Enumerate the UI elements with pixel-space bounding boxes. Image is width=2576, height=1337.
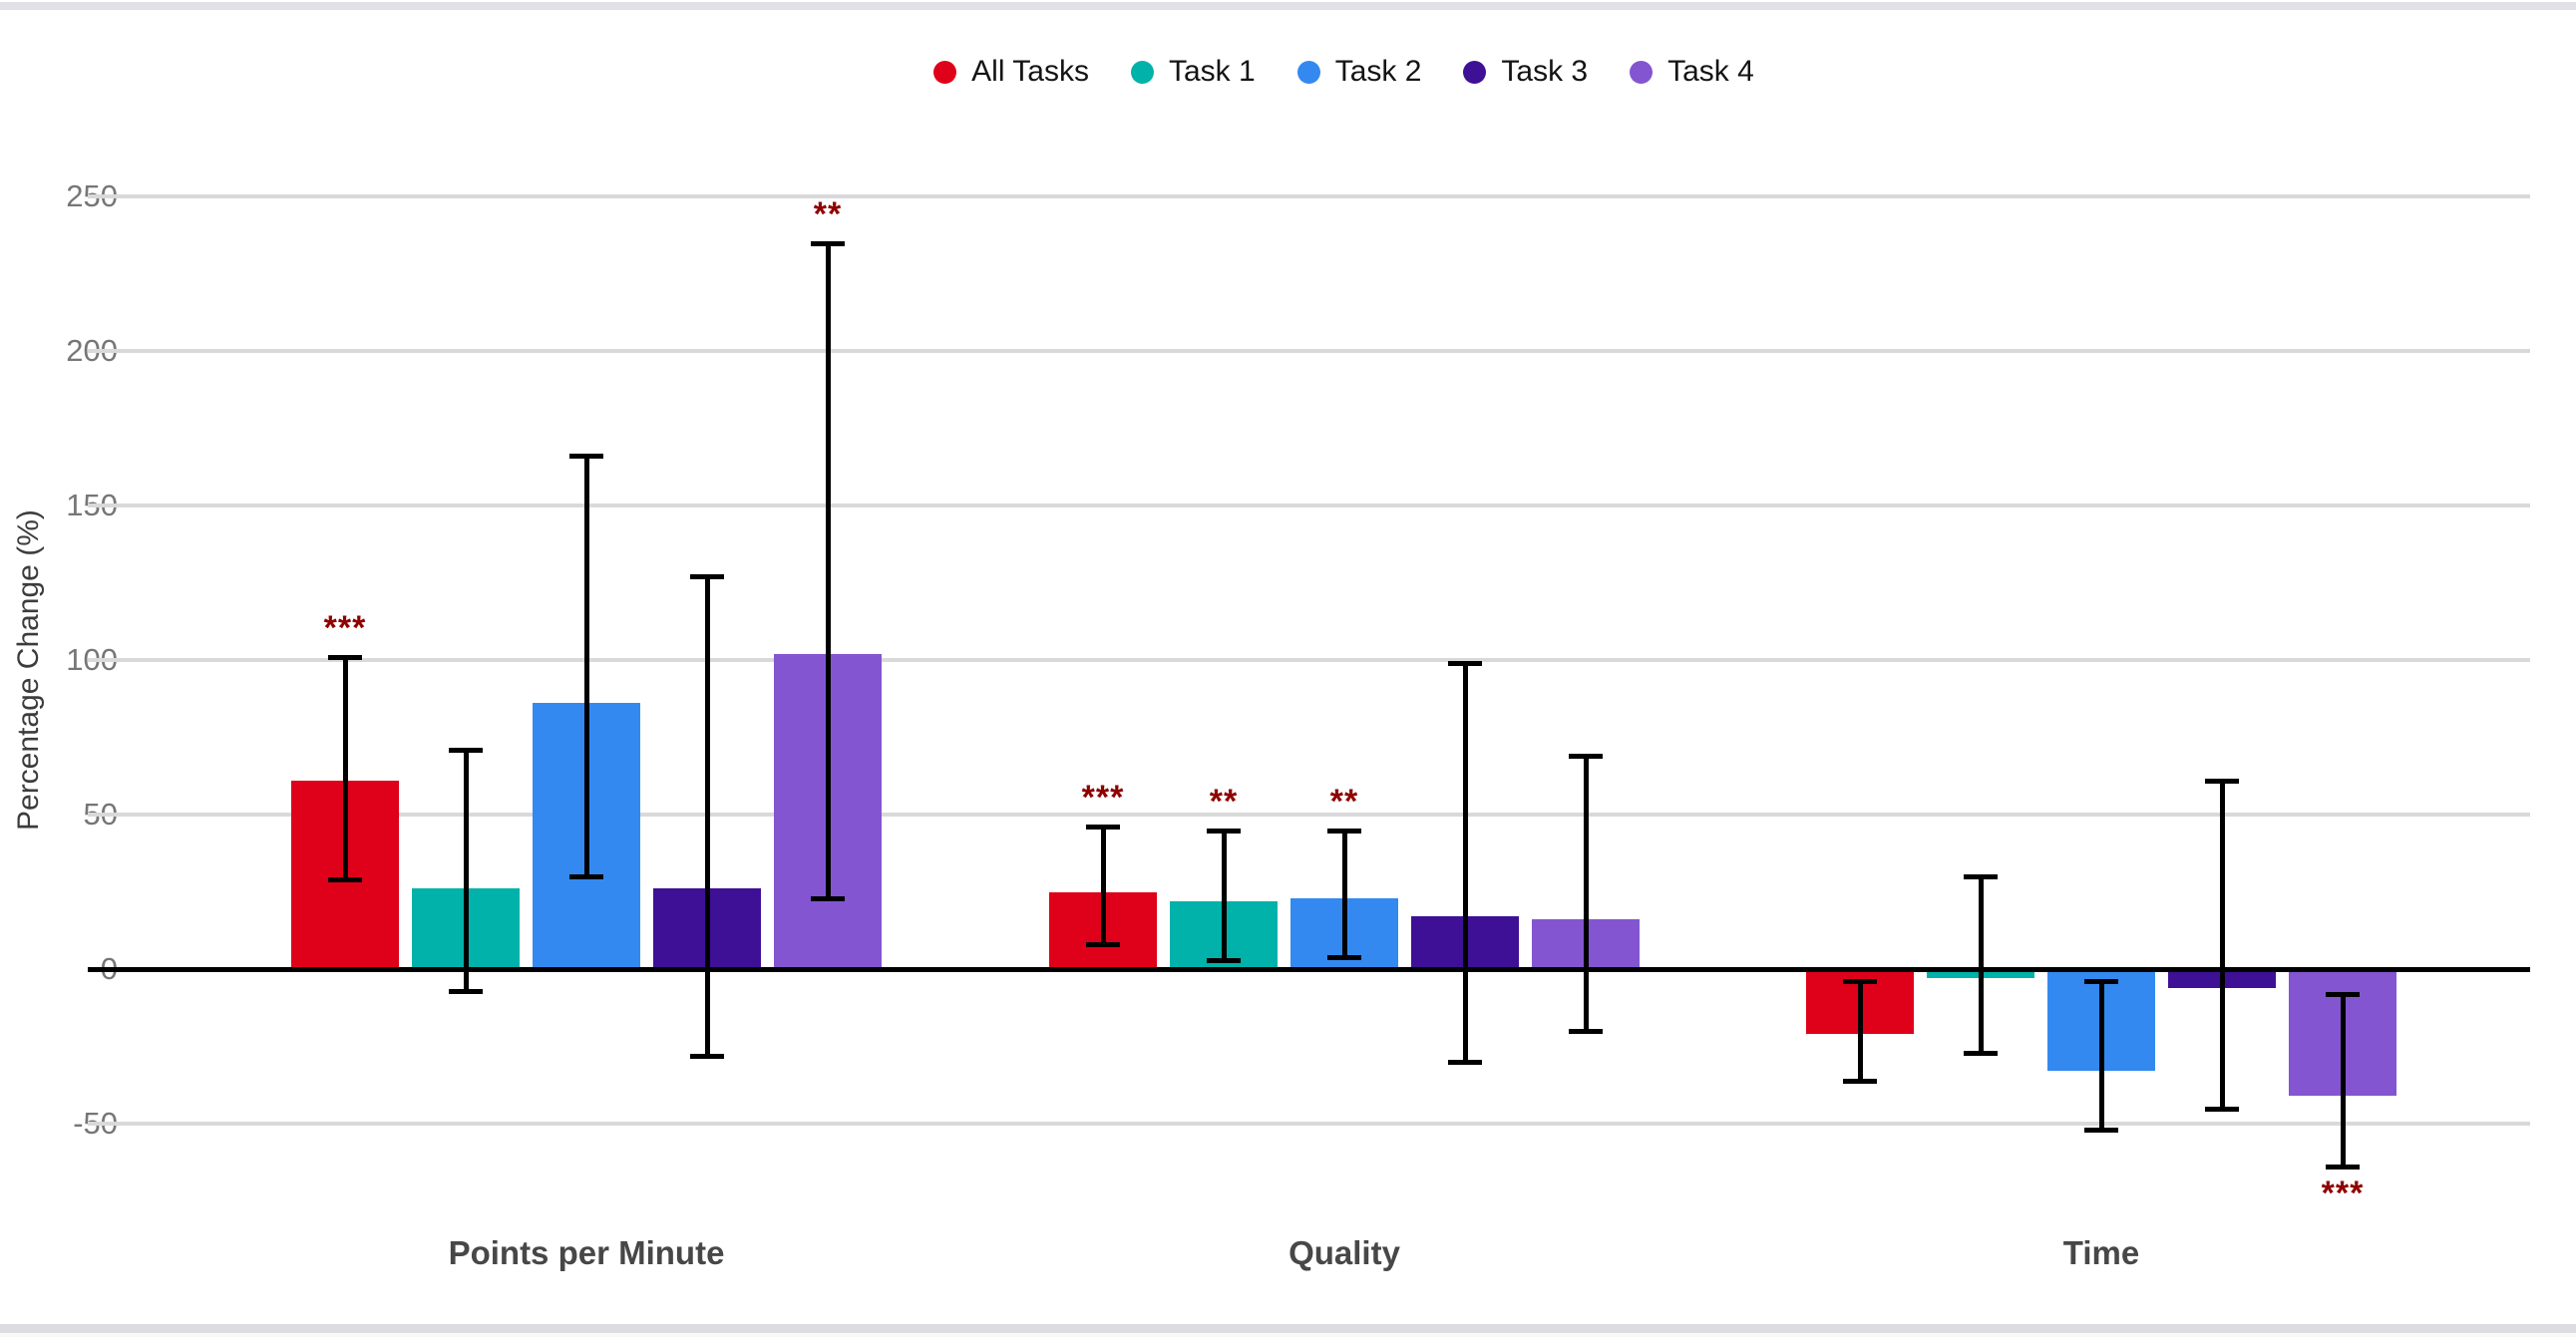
legend-dot-icon [1296,60,1320,84]
error-bar [704,576,710,1056]
error-bar [1857,981,1863,1081]
gridline [88,1122,2530,1126]
error-bar-cap [449,988,483,994]
gridline [88,658,2530,662]
error-bar-cap [1086,942,1120,948]
error-bar-cap [328,654,362,660]
error-bar-cap [2084,979,2118,985]
legend-item-task-2[interactable]: Task 2 [1296,52,1422,92]
legend-item-task-3[interactable]: Task 3 [1463,52,1588,92]
error-bar-cap [2326,991,2360,997]
legend-item-label: All Tasks [971,55,1089,88]
legend-item-label: Task 3 [1501,55,1589,88]
significance-marker: *** [1081,779,1125,818]
error-bar-cap [1448,1060,1482,1065]
error-bar-cap [1569,754,1603,760]
error-bar [583,456,589,876]
significance-marker: *** [323,608,367,647]
significance-marker: *** [2321,1174,2365,1213]
error-bar-cap [2084,1128,2118,1134]
significance-marker: ** [1329,782,1359,821]
error-bar-cap [1327,828,1361,834]
error-bar-cap [328,877,362,883]
error-bar [2340,993,2346,1168]
footer-fill [0,1333,2576,1337]
error-bar [1978,876,1984,1053]
legend-item-label: Task 2 [1334,55,1422,88]
error-bar-cap [1964,874,1998,879]
chart-legend: All Tasks Task 1 Task 2 Task 3 Task 4 [0,52,2576,92]
legend-item-task-4[interactable]: Task 4 [1630,52,1754,92]
error-bar-cap [1843,1078,1877,1084]
error-bar [342,656,348,880]
gridline [88,813,2530,817]
error-bar-cap [1327,954,1361,960]
legend-item-label: Task 1 [1168,55,1256,88]
error-bar-cap [569,454,603,460]
legend-item-task-1[interactable]: Task 1 [1130,52,1256,92]
error-bar [463,749,469,991]
legend-item-label: Task 4 [1667,55,1754,88]
error-bar [2098,981,2104,1131]
gridline [88,349,2530,353]
error-bar-cap [449,747,483,753]
top-border-strip [0,2,2576,10]
error-bar [1583,756,1589,1031]
error-bar-cap [1843,979,1877,985]
error-bar-cap [1448,661,1482,667]
error-bar [825,242,831,898]
significance-marker: ** [1209,782,1239,821]
error-bar [1462,663,1468,1062]
legend-dot-icon [933,60,957,84]
error-bar-cap [1207,828,1241,834]
error-bar-cap [1086,825,1120,831]
error-bar-cap [690,1053,724,1059]
category-label-points-per-minute: Points per Minute [448,1234,725,1271]
error-bar-cap [2205,1106,2239,1112]
zero-line [88,967,2530,972]
significance-marker: ** [813,194,843,233]
error-bar-cap [811,895,845,901]
error-bar [1100,827,1106,945]
error-bar-cap [690,574,724,580]
error-bar-cap [2205,778,2239,784]
error-bar-cap [569,874,603,879]
category-label-quality: Quality [1288,1234,1400,1271]
legend-dot-icon [1463,60,1487,84]
gridline [88,194,2530,198]
error-bar-cap [1569,1029,1603,1034]
legend-dot-icon [1630,60,1654,84]
error-bar-cap [811,240,845,246]
error-bar-cap [1207,957,1241,963]
error-bar [1341,830,1347,957]
error-bar [2219,780,2225,1109]
bottom-border-strip [0,1324,2576,1333]
error-bar [1221,830,1227,960]
gridline [88,503,2530,507]
legend-dot-icon [1130,60,1154,84]
legend-item-all-tasks[interactable]: All Tasks [933,52,1089,92]
error-bar-cap [1964,1050,1998,1056]
error-bar-cap [2326,1165,2360,1170]
category-label-time: Time [2062,1234,2140,1271]
